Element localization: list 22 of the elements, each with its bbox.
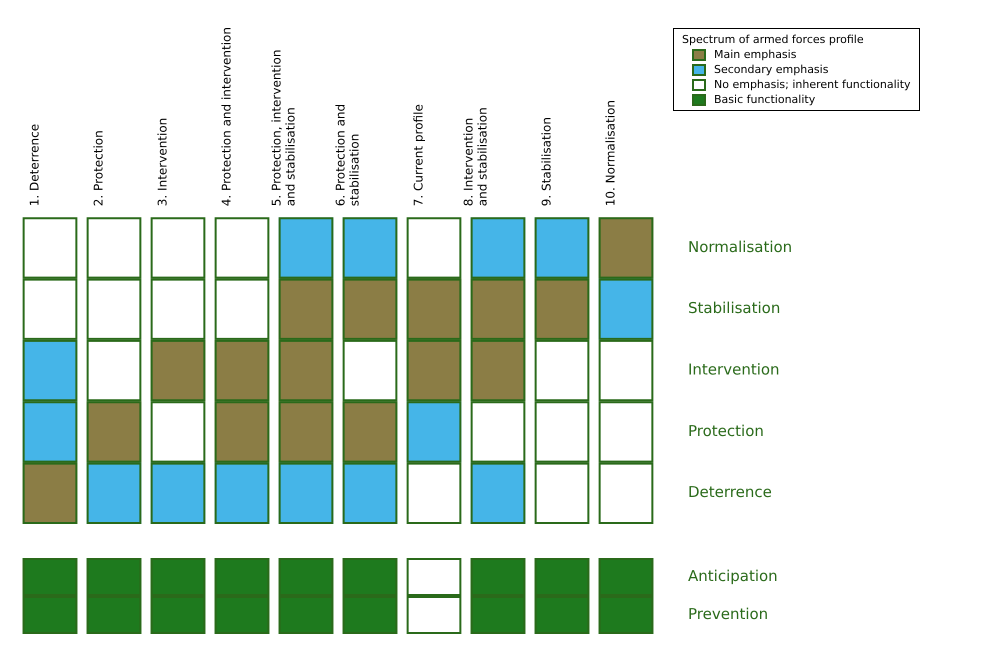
text: Main emphasis <box>714 48 796 61</box>
text: Basic functionality <box>714 93 816 106</box>
x-tick-label: 6. Protection and stabilisation <box>333 104 362 206</box>
text: Anticipation <box>688 566 778 585</box>
text: Intervention <box>688 360 780 378</box>
text: Secondary emphasis <box>714 63 828 76</box>
x-tick-label: 5. Protection, intervention and stabilisation <box>269 50 298 206</box>
text: Spectrum of armed forces profile <box>682 33 865 46</box>
text: Prevention <box>688 604 768 623</box>
x-tick-label: 4. Protection and intervention <box>220 26 234 206</box>
x-tick-label: 10. Normalisation <box>604 100 618 206</box>
text: Deterrence <box>688 483 772 502</box>
text: Protection <box>688 422 764 440</box>
x-tick-label: 2. Protection <box>92 130 106 206</box>
text: Stabilisation <box>688 299 780 318</box>
x-tick-label: 1. Deterrence <box>28 124 42 206</box>
x-tick-label: 8. Intervention and stabilisation <box>461 107 490 206</box>
text: No emphasis; inherent functionality <box>714 78 911 91</box>
x-tick-label: 9. Stabilisation <box>540 117 554 206</box>
x-tick-label: 3. Intervention <box>156 118 170 206</box>
x-tick-label: 7. Current profile <box>412 104 426 206</box>
text: Normalisation <box>688 238 792 256</box>
